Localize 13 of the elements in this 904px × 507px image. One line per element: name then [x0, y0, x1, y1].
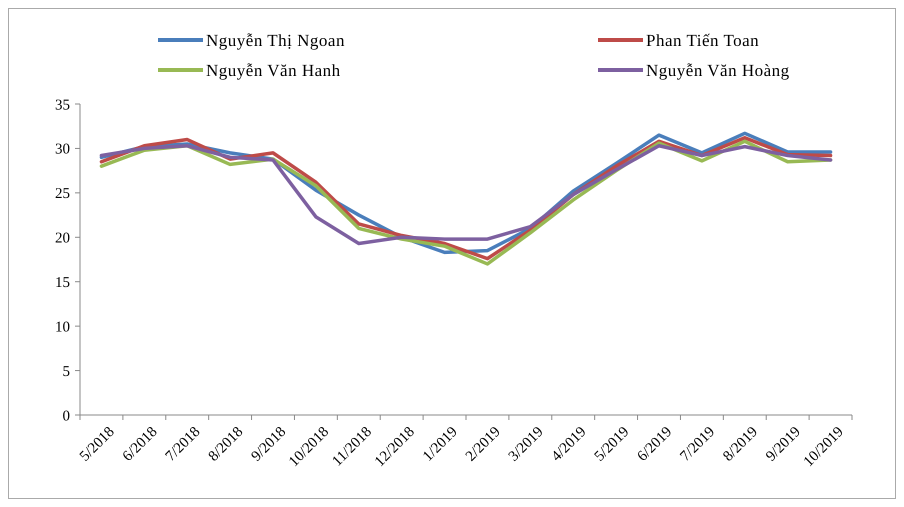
y-tick-label: 30	[55, 142, 70, 158]
legend-label: Nguyễn Văn Hanh	[206, 60, 341, 80]
y-tick-label: 5	[62, 364, 70, 380]
line-series	[100, 144, 832, 246]
y-tick-label: 20	[55, 230, 70, 247]
y-tick-label: 35	[55, 97, 70, 114]
y-tick-label: 10	[55, 319, 70, 336]
legend-label: Nguyễn Thị Ngoan	[206, 30, 345, 50]
y-tick-label: 25	[55, 186, 70, 202]
y-tick-label: 15	[55, 274, 70, 291]
y-tick-label: 0	[62, 408, 70, 424]
legend-label: Nguyễn Văn Hoàng	[646, 60, 790, 80]
legend-label: Phan Tiến Toan	[646, 30, 760, 50]
